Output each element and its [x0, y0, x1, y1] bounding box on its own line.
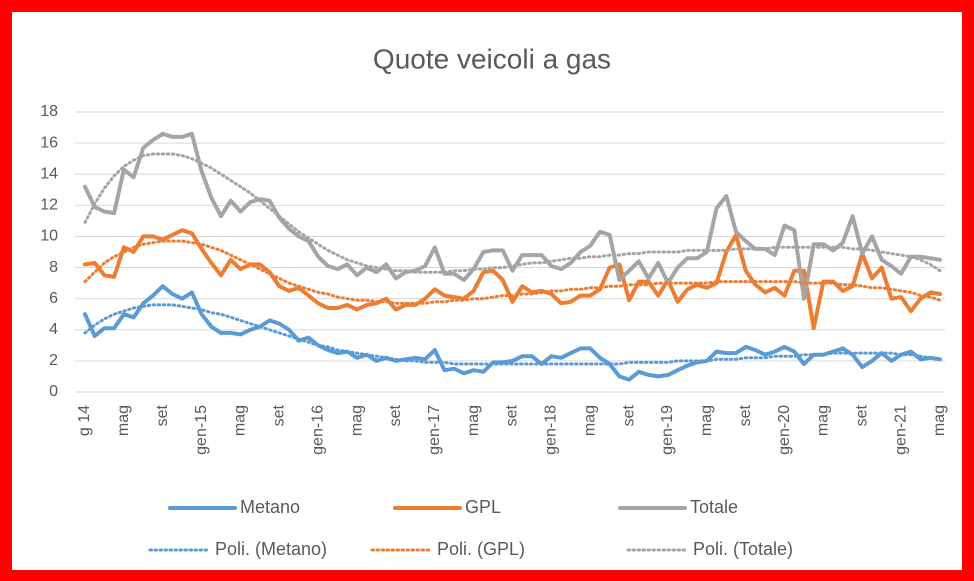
y-tick-label: 2 — [49, 352, 58, 369]
x-tick-label: mag — [698, 405, 715, 436]
trend-line — [83, 303, 942, 366]
x-tick-label: gen-21 — [892, 405, 909, 455]
x-tick-label: set — [387, 404, 404, 426]
legend-label: Poli. (Metano) — [215, 539, 327, 559]
y-tick-label: 14 — [40, 165, 58, 182]
y-tick-label: 10 — [40, 228, 58, 245]
y-tick-label: 16 — [40, 134, 58, 151]
x-tick-label: mag — [348, 405, 365, 436]
x-tick-label: mag — [115, 405, 132, 436]
x-tick-label: set — [504, 404, 521, 426]
x-tick-label: g 14 — [76, 405, 93, 436]
trend-line — [83, 152, 942, 274]
series-line — [83, 228, 942, 331]
x-tick-label: set — [271, 404, 288, 426]
y-tick-label: 18 — [40, 103, 58, 120]
x-tick-label: mag — [232, 405, 249, 436]
x-tick-label: set — [620, 404, 637, 426]
y-tick-label: 12 — [40, 197, 58, 214]
legend-label: Poli. (GPL) — [437, 539, 525, 559]
y-tick-label: 0 — [49, 383, 58, 400]
series-line — [83, 131, 942, 301]
y-tick-label: 4 — [49, 321, 58, 338]
x-tick-label: gen-17 — [426, 405, 443, 455]
trend-line — [83, 239, 942, 305]
x-tick-label: gen-20 — [776, 405, 793, 455]
y-tick-label: 6 — [49, 290, 58, 307]
x-tick-label: gen-19 — [659, 405, 676, 455]
x-tick-label: mag — [465, 405, 482, 436]
x-tick-label: gen-16 — [309, 405, 326, 455]
x-tick-label: set — [154, 404, 171, 426]
chart-title: Quote veicoli a gas — [373, 43, 611, 74]
x-tick-label: mag — [581, 405, 598, 436]
legend-label: GPL — [465, 497, 501, 517]
x-tick-label: mag — [815, 405, 832, 436]
legend-label: Poli. (Totale) — [693, 539, 793, 559]
x-tick-label: mag — [931, 405, 948, 436]
x-tick-label: gen-15 — [193, 405, 210, 455]
y-tick-label: 8 — [49, 259, 58, 276]
x-tick-label: set — [853, 404, 870, 426]
legend-label: Totale — [690, 497, 738, 517]
x-tick-label: set — [737, 404, 754, 426]
legend-label: Metano — [240, 497, 300, 517]
x-tick-label: gen-18 — [543, 405, 560, 455]
